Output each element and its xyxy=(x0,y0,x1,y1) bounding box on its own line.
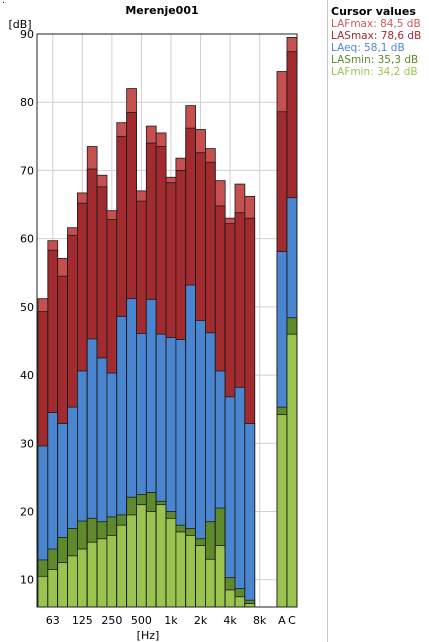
cursor-value-lafmin: LAFmin: 34,2 dB xyxy=(331,66,418,78)
lafmin-bar xyxy=(86,541,98,608)
cursor-value-lasmax: LASmax: 78,6 dB xyxy=(331,30,422,42)
lafmin-bar xyxy=(165,517,177,608)
lafmin-bar xyxy=(195,545,206,608)
lafmin-bar xyxy=(234,596,246,608)
laeq-bar xyxy=(234,386,246,608)
plot-frame xyxy=(36,33,298,608)
spectrum-chart: Merenje001 [dB] [Hz] 10 20 30 40 50 60 70 80 90 6… xyxy=(8,4,298,642)
cursor-values-title: Cursor values xyxy=(331,5,416,18)
lafmin-bar xyxy=(286,333,298,608)
lafmin-bar xyxy=(276,414,288,608)
y-tick-label: 20 xyxy=(20,506,34,519)
lafmin-bar xyxy=(126,514,137,608)
lafmin-bar xyxy=(145,511,157,608)
lafmin-bar xyxy=(77,548,88,608)
cursor-value-lasmin: LASmin: 35,3 dB xyxy=(331,54,419,66)
lafmin-bar xyxy=(224,589,236,608)
y-tick-label: 60 xyxy=(20,233,34,246)
x-tick-label: C xyxy=(288,614,296,627)
chart-title: Merenje001 xyxy=(125,4,198,17)
y-tick-label: 50 xyxy=(20,301,34,314)
y-tick-label: 40 xyxy=(20,369,34,382)
lafmin-bar xyxy=(116,524,128,608)
laeq-bar xyxy=(224,396,236,608)
x-axis-label: [Hz] xyxy=(137,629,160,642)
lafmin-bar xyxy=(244,603,256,608)
lafmin-bar xyxy=(106,534,118,608)
x-tick-label: 250 xyxy=(101,614,122,627)
corner-dot: · xyxy=(2,0,6,9)
y-tick-label: 10 xyxy=(20,574,34,587)
lafmin-bar xyxy=(67,555,78,608)
x-tick-label: 63 xyxy=(46,614,60,627)
y-tick-label: 30 xyxy=(20,437,34,450)
lafmin-bar xyxy=(175,531,187,608)
cursor-values-panel: Cursor values LAFmax: 84,5 dB LASmax: 78… xyxy=(331,5,427,78)
lafmin-bar xyxy=(136,504,147,608)
x-tick-label: 125 xyxy=(72,614,93,627)
lafmin-bar xyxy=(185,534,197,608)
lafmin-bar xyxy=(155,504,167,608)
y-tick-label: 80 xyxy=(20,96,34,109)
lafmin-bar xyxy=(96,538,108,608)
lafmin-bar xyxy=(205,558,216,608)
y-axis-label: [dB] xyxy=(8,18,31,31)
cursor-value-lafmax: LAFmax: 84,5 dB xyxy=(331,18,421,30)
x-tick-label: A xyxy=(278,614,286,627)
lafmin-bar xyxy=(214,545,226,608)
lafmin-bar xyxy=(37,575,49,608)
y-tick-label: 70 xyxy=(20,164,34,177)
cursor-value-laeq: LAeq: 58,1 dB xyxy=(331,42,405,54)
lafmin-bar xyxy=(47,569,59,608)
panel-divider xyxy=(327,0,328,642)
lafmin-bar xyxy=(57,562,68,608)
laeq-bar xyxy=(244,423,256,608)
x-tick-label: 500 xyxy=(131,614,152,627)
x-tick-label: 8k xyxy=(253,614,267,627)
y-tick-label: 90 xyxy=(20,28,34,41)
x-tick-label: 4k xyxy=(223,614,237,627)
x-tick-label: 1k xyxy=(164,614,178,627)
x-tick-label: 2k xyxy=(194,614,208,627)
